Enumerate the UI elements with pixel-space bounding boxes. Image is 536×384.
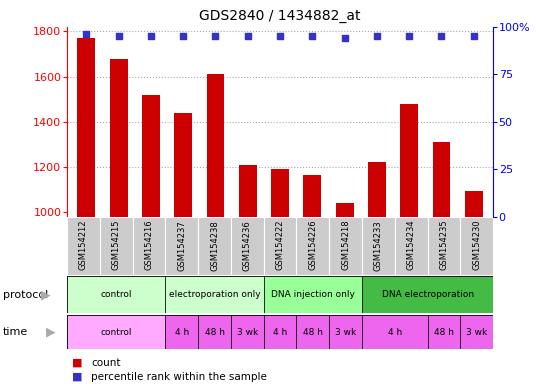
Bar xyxy=(400,104,418,384)
Point xyxy=(405,33,413,40)
Text: 3 wk: 3 wk xyxy=(237,328,258,337)
Text: GSM154212: GSM154212 xyxy=(79,220,88,270)
Text: 4 h: 4 h xyxy=(388,328,402,337)
Bar xyxy=(264,217,296,275)
Point xyxy=(276,33,284,40)
Text: count: count xyxy=(91,358,121,368)
Text: ▶: ▶ xyxy=(41,288,50,301)
Point xyxy=(437,33,446,40)
Bar xyxy=(165,315,198,349)
Point xyxy=(179,33,188,40)
Point xyxy=(114,33,123,40)
Text: GSM154234: GSM154234 xyxy=(407,220,416,270)
Bar xyxy=(67,276,165,313)
Text: 48 h: 48 h xyxy=(434,328,454,337)
Text: 3 wk: 3 wk xyxy=(466,328,487,337)
Bar xyxy=(264,276,362,313)
Text: time: time xyxy=(3,327,28,337)
Text: ▶: ▶ xyxy=(46,326,56,339)
Text: GSM154218: GSM154218 xyxy=(341,220,350,270)
Bar xyxy=(362,315,428,349)
Bar xyxy=(362,276,493,313)
Text: GSM154222: GSM154222 xyxy=(276,220,285,270)
Bar xyxy=(67,315,165,349)
Text: GSM154236: GSM154236 xyxy=(243,220,252,271)
Text: GSM154238: GSM154238 xyxy=(210,220,219,271)
Bar xyxy=(100,217,132,275)
Text: 4 h: 4 h xyxy=(273,328,287,337)
Bar xyxy=(110,58,128,384)
Bar xyxy=(67,217,100,275)
Bar xyxy=(271,169,289,384)
Point xyxy=(243,33,252,40)
Bar xyxy=(336,204,354,384)
Bar xyxy=(132,217,165,275)
Bar xyxy=(465,191,482,384)
Text: GSM154226: GSM154226 xyxy=(308,220,317,270)
Bar xyxy=(206,74,225,384)
Text: DNA electroporation: DNA electroporation xyxy=(382,290,474,299)
Bar xyxy=(428,315,460,349)
Text: percentile rank within the sample: percentile rank within the sample xyxy=(91,372,267,382)
Text: ■: ■ xyxy=(72,358,83,368)
Text: GSM154216: GSM154216 xyxy=(144,220,153,270)
Text: GSM154237: GSM154237 xyxy=(177,220,186,271)
Bar xyxy=(198,217,231,275)
Bar xyxy=(329,315,362,349)
Text: GSM154230: GSM154230 xyxy=(472,220,481,270)
Bar xyxy=(362,217,395,275)
Text: 48 h: 48 h xyxy=(205,328,225,337)
Point xyxy=(373,33,381,40)
Point xyxy=(308,33,317,40)
Bar xyxy=(329,217,362,275)
Point xyxy=(147,33,155,40)
Bar xyxy=(303,175,321,384)
Bar xyxy=(165,276,264,313)
Bar xyxy=(460,217,493,275)
Text: GSM154233: GSM154233 xyxy=(374,220,383,271)
Bar xyxy=(296,315,329,349)
Text: DNA injection only: DNA injection only xyxy=(271,290,355,299)
Bar xyxy=(264,315,296,349)
Text: 4 h: 4 h xyxy=(175,328,189,337)
Bar xyxy=(78,38,95,384)
Bar xyxy=(174,113,192,384)
Bar xyxy=(239,165,257,384)
Bar xyxy=(231,217,264,275)
Text: 48 h: 48 h xyxy=(303,328,323,337)
Text: control: control xyxy=(100,290,132,299)
Bar xyxy=(165,217,198,275)
Bar xyxy=(395,217,428,275)
Bar xyxy=(428,217,460,275)
Point xyxy=(470,33,478,40)
Bar xyxy=(433,142,450,384)
Text: GSM154215: GSM154215 xyxy=(111,220,121,270)
Bar xyxy=(296,217,329,275)
Bar xyxy=(460,315,493,349)
Bar xyxy=(198,315,231,349)
Bar xyxy=(368,162,386,384)
Point xyxy=(82,31,91,38)
Point xyxy=(340,35,349,41)
Bar xyxy=(231,315,264,349)
Text: 3 wk: 3 wk xyxy=(335,328,356,337)
Title: GDS2840 / 1434882_at: GDS2840 / 1434882_at xyxy=(199,9,361,23)
Text: protocol: protocol xyxy=(3,290,48,300)
Bar xyxy=(142,95,160,384)
Text: ■: ■ xyxy=(72,372,83,382)
Text: GSM154235: GSM154235 xyxy=(440,220,449,270)
Text: electroporation only: electroporation only xyxy=(169,290,260,299)
Point xyxy=(211,33,220,40)
Text: control: control xyxy=(100,328,132,337)
